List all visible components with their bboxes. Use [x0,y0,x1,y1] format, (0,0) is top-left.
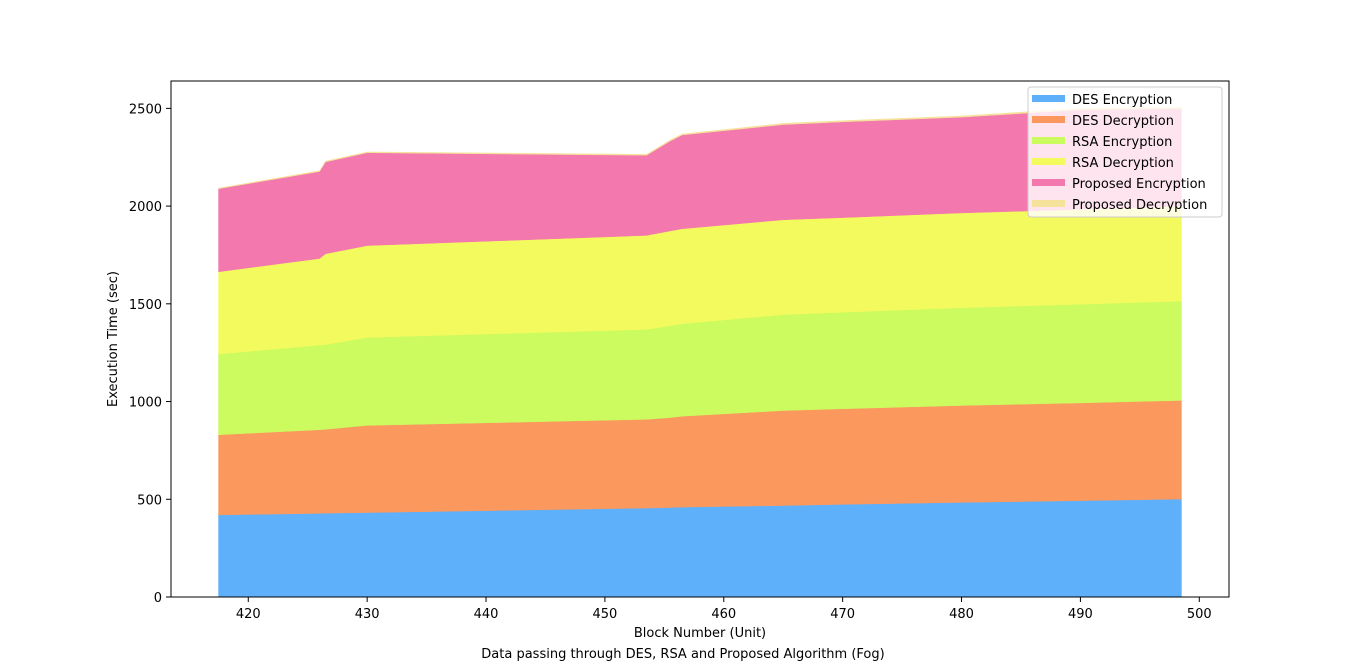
y-axis-ticks: 0 500 1000 1500 2000 2500 [129,102,171,606]
y-tick-label: 0 [154,591,162,606]
y-axis-label: Execution Time (sec) [106,271,121,407]
legend-swatch-rsa-encryption [1032,137,1065,144]
x-tick-label: 480 [949,607,974,622]
legend-label-des-decryption: DES Decryption [1072,114,1174,129]
legend-box [1027,86,1223,218]
chart-subtitle: Data passing through DES, RSA and Propos… [481,647,884,662]
x-tick-label: 470 [830,607,855,622]
legend-label-rsa-encryption: RSA Encryption [1072,135,1172,150]
y-tick-label: 2500 [129,102,162,117]
legend: DES Encryption DES Decryption RSA Encrypti… [1027,86,1223,218]
x-axis-ticks: 420 430 440 450 460 470 480 490 500 [236,597,1212,622]
x-tick-label: 420 [236,607,261,622]
y-tick-label: 2000 [129,200,162,215]
x-tick-label: 500 [1187,607,1212,622]
plot-frame [170,80,1230,598]
x-tick-label: 450 [592,607,617,622]
area-des-encryption [218,498,1182,598]
x-tick-label: 430 [355,607,380,622]
x-tick-label: 490 [1068,607,1093,622]
x-axis-label: Block Number (Unit) [634,626,766,641]
area-series-group [218,106,1182,598]
legend-label-proposed-decryption: Proposed Decryption [1072,198,1207,213]
legend-label-proposed-encryption: Proposed Encryption [1072,177,1206,192]
y-tick-label: 1500 [129,298,162,313]
x-tick-label: 460 [711,607,736,622]
y-tick-label: 500 [137,493,162,508]
y-tick-label: 1000 [129,396,162,411]
x-tick-label: 440 [474,607,499,622]
legend-swatch-rsa-decryption [1032,158,1065,165]
legend-swatch-des-encryption [1032,95,1065,102]
legend-swatch-des-decryption [1032,116,1065,123]
legend-label-rsa-decryption: RSA Decryption [1072,156,1174,171]
legend-swatch-proposed-encryption [1032,179,1065,186]
legend-swatch-proposed-decryption [1032,200,1065,207]
legend-label-des-encryption: DES Encryption [1072,93,1172,108]
